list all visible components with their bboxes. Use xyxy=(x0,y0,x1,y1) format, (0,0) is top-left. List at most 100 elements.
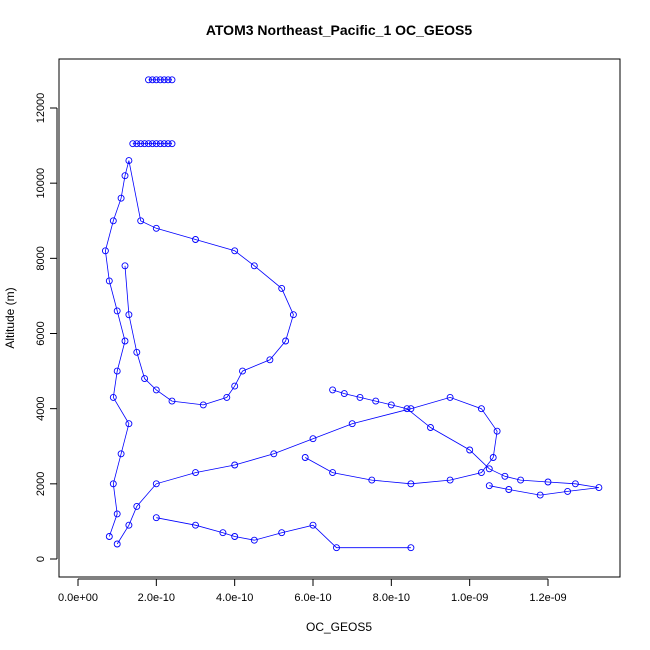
data-point xyxy=(168,397,176,405)
data-point xyxy=(517,476,525,484)
data-point xyxy=(133,140,141,148)
data-point xyxy=(368,476,376,484)
data-point xyxy=(477,405,485,413)
data-point xyxy=(493,427,501,435)
data-point xyxy=(223,393,231,401)
data-point xyxy=(192,469,199,477)
data-point xyxy=(113,510,121,518)
y-tick-label: 10000 xyxy=(35,168,47,199)
series-line xyxy=(156,517,411,549)
data-point xyxy=(160,76,168,84)
y-tick-label: 8000 xyxy=(35,246,47,270)
plot-frame xyxy=(58,58,621,578)
x-tick-label: 4.0e-10 xyxy=(216,592,253,604)
y-axis: 0 2000 4000 6000 8000 10000 12000 xyxy=(35,93,58,562)
series-line xyxy=(116,396,498,545)
data-point xyxy=(536,491,544,499)
data-point xyxy=(168,76,176,84)
data-point xyxy=(544,478,552,486)
data-point xyxy=(152,386,160,394)
data-point xyxy=(571,480,579,488)
x-tick-label: 1.2e-09 xyxy=(529,592,566,604)
data-point xyxy=(407,544,415,552)
data-point xyxy=(125,521,133,529)
data-point xyxy=(501,472,509,480)
x-tick-label: 1.0e-09 xyxy=(451,592,488,604)
data-point xyxy=(168,140,176,148)
chart-title: ATOM3 Northeast_Pacific_1 OC_GEOS5 xyxy=(206,22,473,38)
data-point xyxy=(117,450,125,458)
series-line xyxy=(332,389,599,496)
data-point xyxy=(109,480,117,488)
x-axis: 0.0e+00 2.0e-10 4.0e-10 6.0e-10 8.0e-10 1.0e-… xyxy=(58,578,567,604)
data-point xyxy=(109,217,117,225)
y-tick-label: 0 xyxy=(35,556,47,562)
data-point xyxy=(309,521,317,529)
data-point xyxy=(250,262,258,270)
data-point xyxy=(156,76,164,84)
data-point xyxy=(231,247,239,255)
data-point xyxy=(329,386,337,394)
data-point xyxy=(148,76,156,84)
data-point xyxy=(505,486,513,493)
series-3 xyxy=(329,386,603,499)
data-point xyxy=(489,454,497,461)
data-point xyxy=(427,424,434,431)
data-point xyxy=(356,393,364,401)
data-point xyxy=(113,540,121,548)
data-point xyxy=(199,401,207,409)
y-tick-label: 4000 xyxy=(35,396,47,420)
y-tick-label: 2000 xyxy=(35,472,47,496)
data-point xyxy=(231,382,239,390)
data-point xyxy=(145,76,152,84)
data-point xyxy=(156,140,164,148)
y-axis-label: Altitude (m) xyxy=(3,287,17,348)
data-point xyxy=(477,469,485,477)
data-point xyxy=(485,465,493,473)
data-point xyxy=(164,140,172,148)
data-point xyxy=(121,172,129,180)
data-point xyxy=(239,367,246,375)
data-point xyxy=(121,262,129,270)
data-point xyxy=(270,450,278,458)
data-point xyxy=(301,454,309,461)
series-2 xyxy=(113,393,501,548)
data-point xyxy=(148,140,156,148)
data-point xyxy=(289,311,297,319)
data-point xyxy=(192,236,199,243)
data-series xyxy=(101,76,603,552)
data-point xyxy=(403,405,411,413)
data-point xyxy=(446,393,454,401)
data-point xyxy=(125,311,133,319)
data-point xyxy=(133,348,141,356)
data-point xyxy=(137,140,145,148)
data-point xyxy=(333,544,340,552)
data-point xyxy=(231,461,239,469)
x-tick-label: 0.0e+00 xyxy=(58,592,98,604)
data-point xyxy=(113,307,121,315)
series-4 xyxy=(152,514,415,552)
data-point xyxy=(152,76,160,84)
data-point xyxy=(164,76,172,84)
data-point xyxy=(340,390,348,398)
data-point xyxy=(109,393,117,401)
data-point xyxy=(564,487,572,495)
data-point xyxy=(125,157,133,165)
data-point xyxy=(113,367,121,375)
data-point xyxy=(329,469,337,477)
data-point xyxy=(278,284,286,292)
data-point xyxy=(266,356,274,364)
data-point xyxy=(137,217,145,225)
data-point xyxy=(105,533,113,540)
data-point xyxy=(133,502,141,510)
series-6 xyxy=(145,76,176,84)
data-point xyxy=(485,482,493,490)
data-point xyxy=(152,140,160,148)
data-point xyxy=(278,529,286,537)
data-point xyxy=(105,277,113,285)
data-point xyxy=(192,521,199,529)
data-point xyxy=(250,536,258,544)
data-point xyxy=(219,529,227,537)
x-tick-label: 2.0e-10 xyxy=(138,592,175,604)
